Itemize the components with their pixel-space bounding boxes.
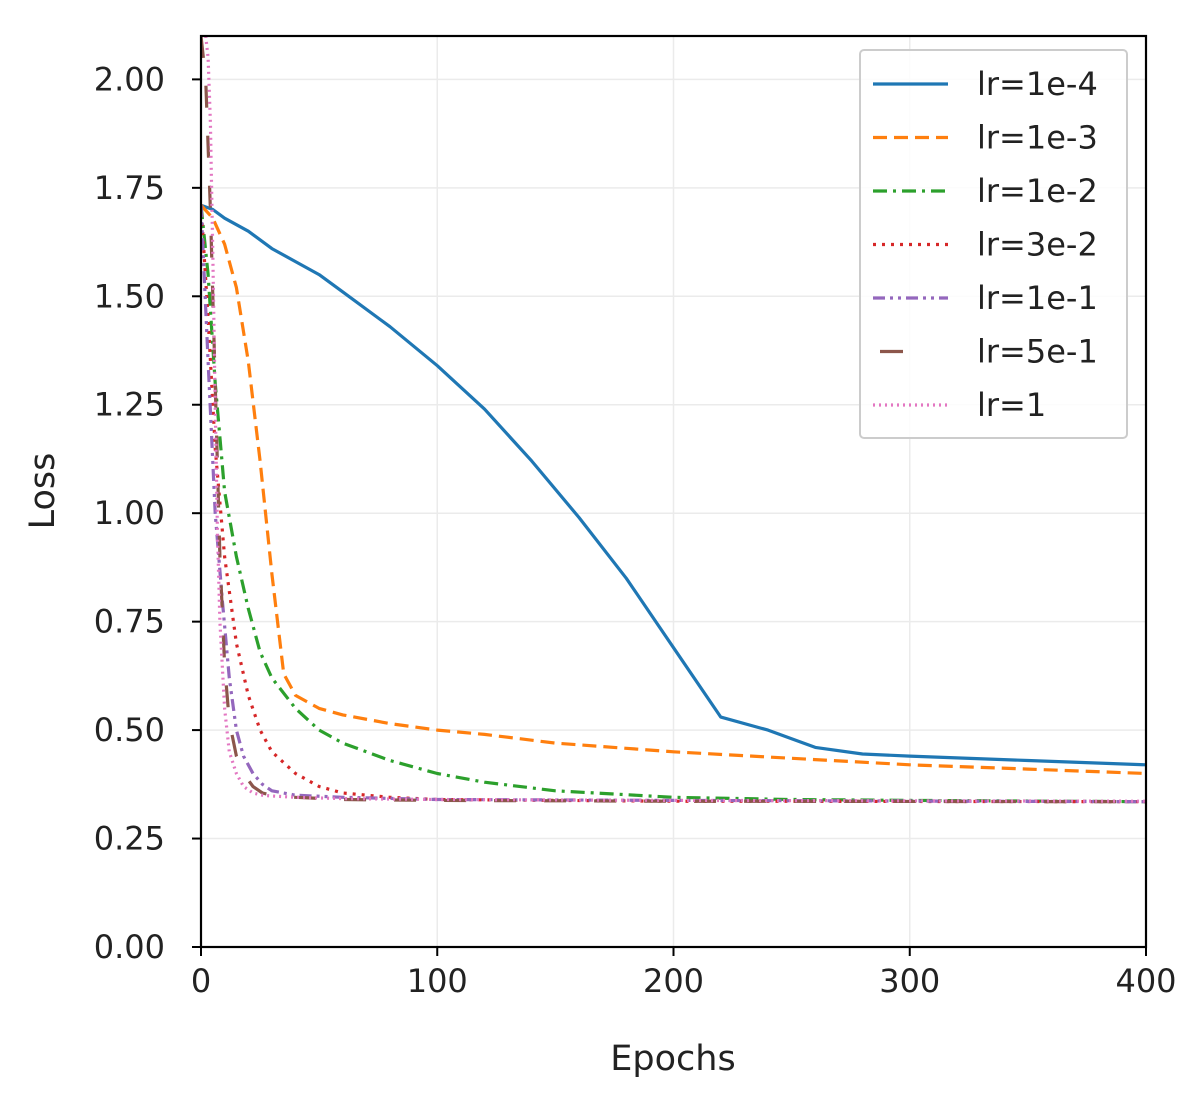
x-tick-label: 200 xyxy=(643,962,704,1000)
axis-ticks: 0 100 200 300 400 0.00 0.25 0.50 0.75 1.00 1.25 1.5… xyxy=(94,60,1177,1000)
legend-label: lr=1e-4 xyxy=(977,65,1098,103)
legend-box xyxy=(859,49,1128,439)
y-tick-label: 1.00 xyxy=(94,494,165,532)
x-tick-label: 100 xyxy=(407,962,468,1000)
y-tick-label: 0.50 xyxy=(94,711,165,749)
x-tick-label: 300 xyxy=(879,962,940,1000)
y-tick-label: 0.00 xyxy=(94,928,165,966)
series-line-lr-1e-4 xyxy=(201,203,1146,767)
y-tick-label: 0.25 xyxy=(94,820,165,858)
x-tick-label: 0 xyxy=(191,962,211,1000)
y-tick-label: 1.50 xyxy=(94,277,165,315)
series-lines xyxy=(201,36,1146,804)
y-tick-label: 0.75 xyxy=(94,603,165,641)
legend-label: lr=5e-1 xyxy=(977,333,1098,371)
x-tick-label: 400 xyxy=(1115,962,1176,1000)
x-axis-title: Epochs xyxy=(610,1039,735,1079)
legend-label: lr=1e-2 xyxy=(977,172,1098,210)
legend-label: lr=3e-2 xyxy=(977,226,1098,264)
y-tick-label: 1.25 xyxy=(94,386,165,424)
y-axis-title: Loss xyxy=(23,453,63,530)
y-tick-label: 1.75 xyxy=(94,169,165,207)
legend: lr=1e-4 lr=1e-3 lr=1e-2 lr=3e-2 lr=1e-1 lr=5e… xyxy=(859,49,1128,439)
series-line-lr-1 xyxy=(204,36,1146,803)
legend-label: lr=1e-3 xyxy=(977,119,1098,157)
legend-label: lr=1e-1 xyxy=(977,279,1098,317)
series-line-lr-1e-3 xyxy=(201,204,1146,776)
legend-label: lr=1 xyxy=(977,386,1046,424)
y-tick-label: 2.00 xyxy=(94,60,165,98)
